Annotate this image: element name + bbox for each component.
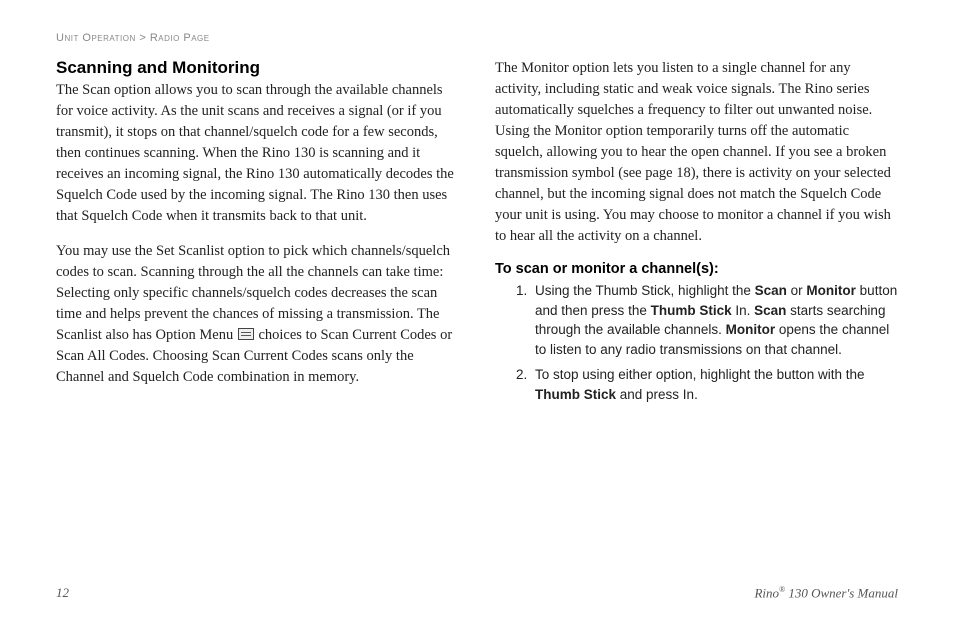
body-paragraph: You may use the Set Scanlist option to p… bbox=[56, 241, 459, 388]
procedure-steps: Using the Thumb Stick, highlight the Sca… bbox=[495, 281, 898, 404]
right-column: The Monitor option lets you listen to a … bbox=[495, 58, 898, 411]
procedure-heading: To scan or monitor a channel(s): bbox=[495, 261, 898, 277]
product-text: Rino bbox=[754, 585, 779, 600]
step-text: Using the Thumb Stick, highlight the bbox=[535, 283, 755, 298]
step-bold: Scan bbox=[754, 303, 786, 318]
breadcrumb-section: Unit Operation bbox=[56, 32, 136, 44]
option-menu-icon bbox=[238, 328, 254, 340]
step-text: In. bbox=[732, 303, 755, 318]
step-bold: Thumb Stick bbox=[651, 303, 732, 318]
page-number: 12 bbox=[56, 585, 69, 601]
product-name: Rino® 130 Owner's Manual bbox=[754, 585, 898, 601]
manual-page: Unit Operation > Radio Page Scanning and… bbox=[0, 0, 954, 621]
breadcrumb: Unit Operation > Radio Page bbox=[56, 32, 898, 44]
content-columns: Scanning and Monitoring The Scan option … bbox=[56, 58, 898, 411]
step-text: To stop using either option, highlight t… bbox=[535, 367, 864, 382]
left-column: Scanning and Monitoring The Scan option … bbox=[56, 58, 459, 411]
step-text: and press In. bbox=[616, 387, 698, 402]
list-item: To stop using either option, highlight t… bbox=[531, 365, 898, 404]
product-text: 130 Owner's Manual bbox=[785, 585, 898, 600]
step-text: or bbox=[787, 283, 807, 298]
step-bold: Thumb Stick bbox=[535, 387, 616, 402]
step-bold: Monitor bbox=[806, 283, 856, 298]
section-title: Scanning and Monitoring bbox=[56, 58, 459, 78]
breadcrumb-page: Radio Page bbox=[150, 32, 210, 44]
step-bold: Monitor bbox=[726, 322, 776, 337]
step-bold: Scan bbox=[755, 283, 787, 298]
page-footer: 12 Rino® 130 Owner's Manual bbox=[56, 585, 898, 601]
list-item: Using the Thumb Stick, highlight the Sca… bbox=[531, 281, 898, 359]
body-paragraph: The Scan option allows you to scan throu… bbox=[56, 80, 459, 227]
breadcrumb-separator: > bbox=[139, 32, 146, 44]
body-paragraph: The Monitor option lets you listen to a … bbox=[495, 58, 898, 247]
